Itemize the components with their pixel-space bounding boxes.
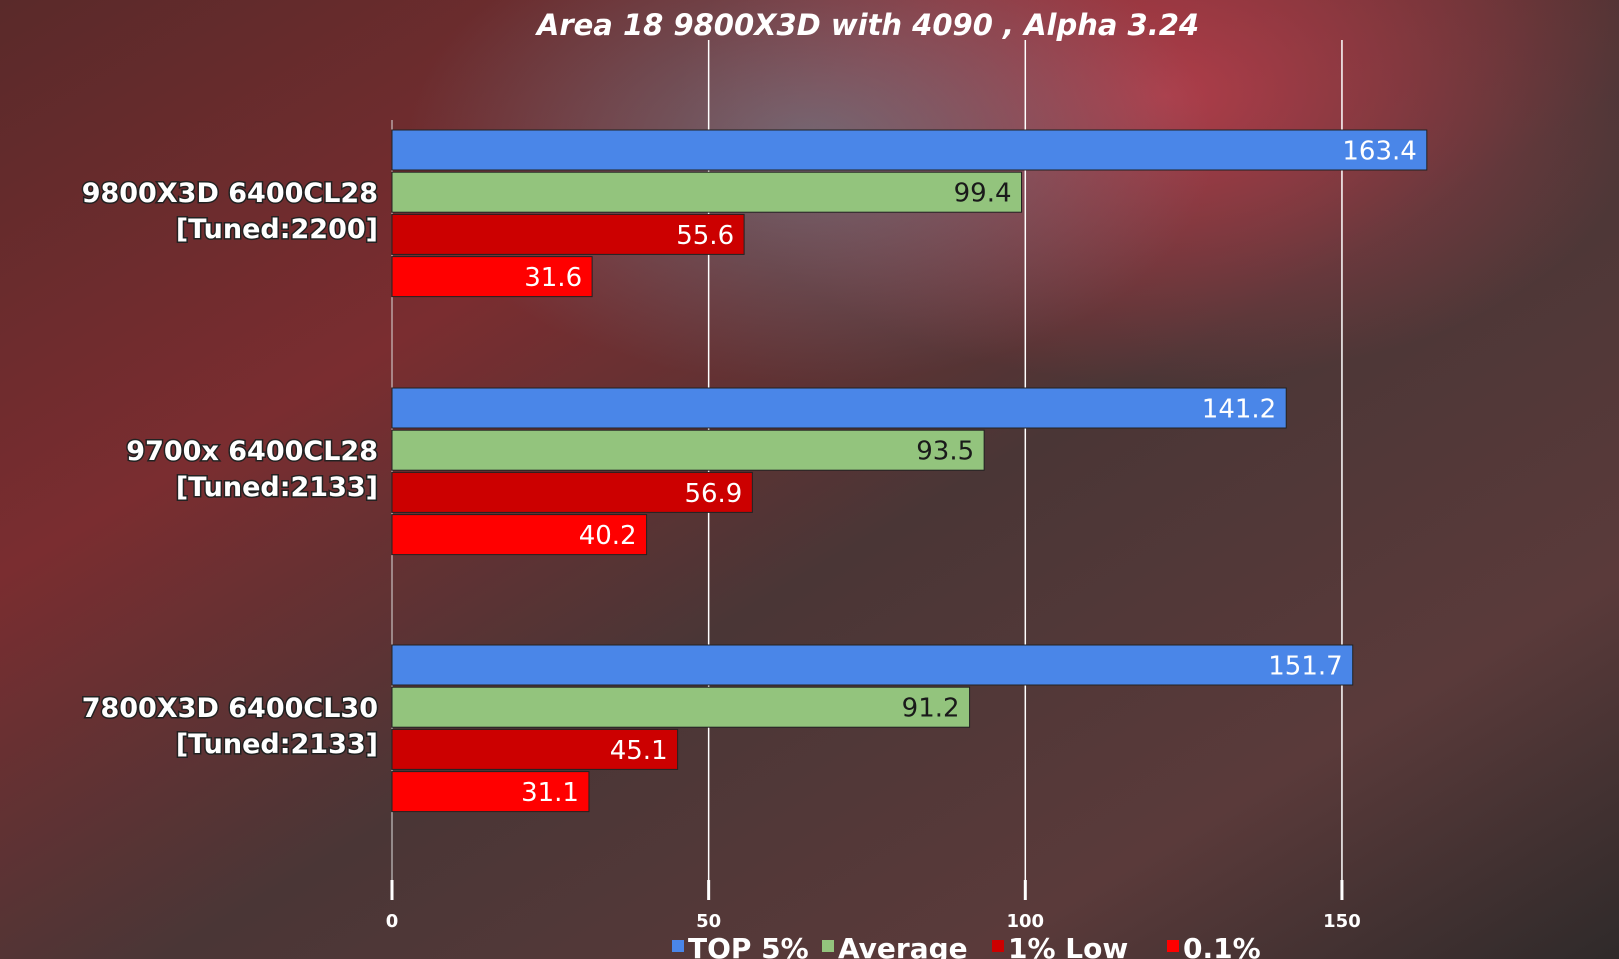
bar bbox=[391, 129, 1428, 171]
legend-swatch bbox=[992, 940, 1004, 952]
category-label-line: [Tuned:2133] bbox=[176, 472, 378, 503]
value-label: 93.5 bbox=[916, 437, 974, 467]
legend-swatch bbox=[822, 940, 834, 952]
value-label: 55.6 bbox=[676, 221, 734, 251]
bar bbox=[391, 728, 679, 770]
x-tick-label: 150 bbox=[1323, 911, 1361, 932]
legend-label: Average bbox=[838, 932, 968, 959]
value-label: 91.2 bbox=[902, 694, 960, 724]
x-tick-label: 50 bbox=[696, 911, 721, 932]
category-label-line: [Tuned:2133] bbox=[176, 729, 378, 760]
category-label-line: 9700x 6400CL28 bbox=[126, 436, 378, 467]
bar bbox=[391, 171, 1023, 213]
category-label-line: 9800X3D 6400CL28 bbox=[82, 178, 378, 209]
category-label-line: 7800X3D 6400CL30 bbox=[82, 693, 378, 724]
category-label: 9800X3D 6400CL28 [Tuned:2200] bbox=[82, 178, 378, 245]
value-label: 56.9 bbox=[684, 479, 742, 509]
bar bbox=[391, 213, 745, 255]
bar bbox=[391, 771, 590, 813]
value-label: 163.4 bbox=[1342, 137, 1416, 167]
bar bbox=[391, 471, 753, 513]
bar bbox=[391, 644, 1354, 686]
value-label: 151.7 bbox=[1268, 652, 1342, 682]
value-label: 31.1 bbox=[521, 778, 579, 808]
bar bbox=[391, 256, 593, 298]
bar bbox=[391, 514, 648, 556]
legend-label: TOP 5% bbox=[688, 932, 809, 959]
category-label-line: [Tuned:2200] bbox=[176, 214, 378, 245]
bar bbox=[391, 686, 971, 728]
value-label: 141.2 bbox=[1202, 395, 1276, 425]
legend-label: 0.1% bbox=[1183, 932, 1261, 959]
legend-swatch bbox=[672, 940, 684, 952]
bar bbox=[391, 387, 1287, 429]
category-label: 7800X3D 6400CL30 [Tuned:2133] bbox=[82, 693, 378, 760]
value-label: 99.4 bbox=[954, 179, 1012, 209]
x-tick-label: 0 bbox=[386, 911, 399, 932]
value-label: 45.1 bbox=[610, 736, 668, 766]
chart-title: Area 18 9800X3D with 4090 , Alpha 3.24 bbox=[535, 8, 1199, 42]
bar bbox=[391, 429, 985, 471]
category-label: 9700x 6400CL28 [Tuned:2133] bbox=[126, 436, 378, 503]
legend-swatch bbox=[1167, 940, 1179, 952]
value-label: 40.2 bbox=[579, 521, 637, 551]
value-label: 31.6 bbox=[524, 263, 582, 293]
x-tick-label: 100 bbox=[1007, 911, 1045, 932]
legend-label: 1% Low bbox=[1008, 932, 1128, 959]
